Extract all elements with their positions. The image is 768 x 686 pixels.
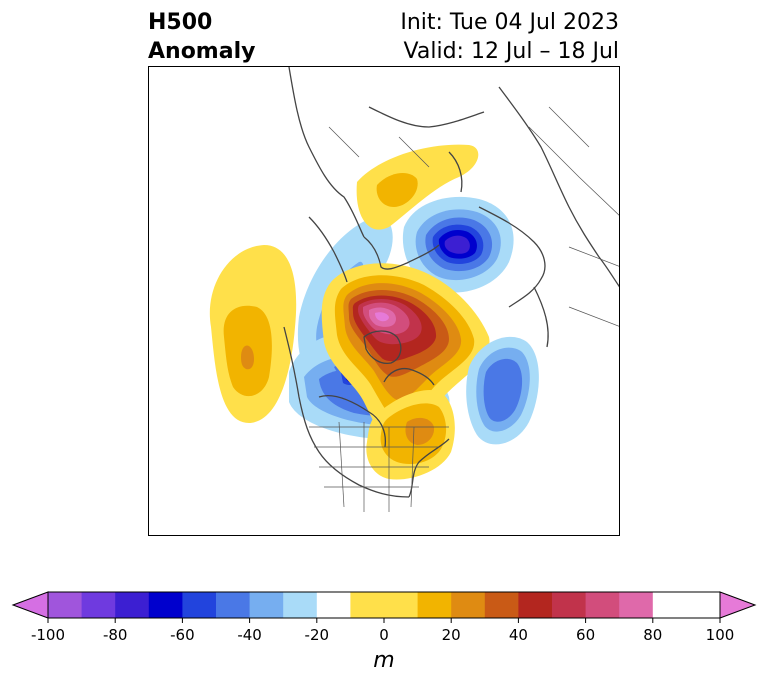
colorbar-segment — [249, 592, 284, 618]
title-variable: H500 — [148, 10, 213, 35]
colorbar-tick-label: -40 — [237, 626, 262, 644]
colorbar-over-arrow — [719, 591, 757, 619]
valid-range: Valid: 12 Jul – 18 Jul — [403, 39, 619, 64]
colorbar-tick-label: 40 — [508, 626, 528, 644]
colorbar-segment — [451, 592, 486, 618]
colorbar-segment — [518, 592, 553, 618]
colorbar — [11, 591, 757, 623]
greenland-arctic-ridge — [321, 263, 490, 449]
colorbar-segment — [115, 592, 150, 618]
colorbar-segment — [182, 592, 217, 618]
kara-sea-trough — [402, 196, 514, 293]
colorbar-segment — [48, 592, 83, 618]
colorbar-segment — [652, 592, 687, 618]
colorbar-tick-label: 60 — [576, 626, 596, 644]
colorbar-segment — [552, 592, 587, 618]
north-atlantic-trough — [466, 336, 539, 445]
colorbar-tick-label: 100 — [705, 626, 735, 644]
init-date: Init: Tue 04 Jul 2023 — [400, 10, 619, 35]
siberia-ridge — [356, 144, 479, 230]
title-field: Anomaly — [148, 39, 256, 64]
political-borders — [309, 106, 619, 512]
colorbar-tick-label: -60 — [170, 626, 195, 644]
colorbar-segment — [686, 592, 721, 618]
north-pacific-ridge — [209, 245, 297, 423]
colorbar-tick-label: 0 — [379, 626, 389, 644]
colorbar-under-arrow — [11, 591, 49, 619]
map-title: H500 Anomaly — [148, 8, 255, 66]
colorbar-segment — [417, 592, 452, 618]
colorbar-tick-label: 20 — [441, 626, 461, 644]
colorbar-segment — [619, 592, 654, 618]
colorbar-segment — [316, 592, 351, 618]
map-panel — [148, 66, 620, 536]
colorbar-segment — [350, 592, 419, 618]
colorbar-tick-label: 80 — [643, 626, 663, 644]
colorbar-segments — [48, 592, 721, 618]
eastern-canada-ridge — [366, 389, 455, 480]
coastlines — [283, 67, 619, 498]
colorbar-tick-label: -80 — [102, 626, 128, 644]
map-dates: Init: Tue 04 Jul 2023 Valid: 12 Jul – 18… — [400, 8, 619, 66]
colorbar-segment — [81, 592, 116, 618]
colorbar-segment — [216, 592, 251, 618]
colorbar-segment — [585, 592, 620, 618]
anomaly-map — [149, 67, 619, 535]
colorbar-segment — [283, 592, 318, 618]
colorbar-ticks — [47, 618, 721, 623]
colorbar-segment — [148, 592, 183, 618]
colorbar-tick-label: -20 — [304, 626, 330, 644]
colorbar-tick-label: -100 — [30, 626, 66, 644]
colorbar-units: m — [373, 648, 395, 673]
colorbar-segment — [484, 592, 519, 618]
